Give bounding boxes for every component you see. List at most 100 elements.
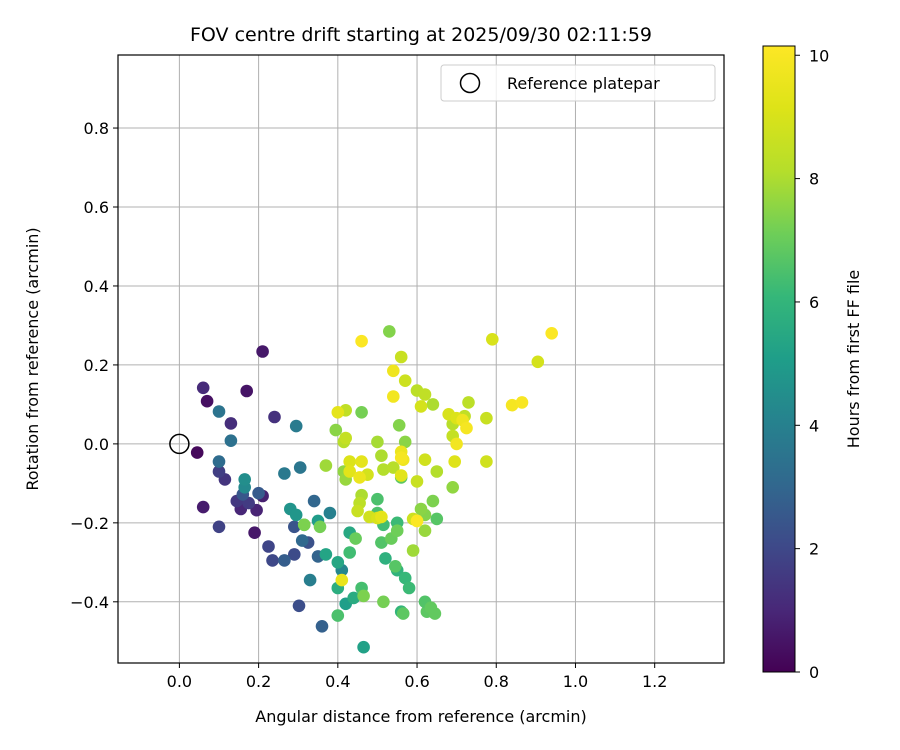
y-tick-label: 0.0: [84, 435, 109, 454]
data-point: [343, 465, 357, 478]
data-point: [418, 453, 432, 467]
data-point: [414, 400, 428, 413]
data-point: [331, 406, 345, 419]
data-point: [398, 435, 412, 449]
data-point: [339, 431, 353, 445]
data-point: [505, 398, 519, 412]
data-point: [278, 467, 291, 480]
data-point: [190, 446, 204, 459]
data-point: [343, 455, 357, 468]
legend-label-reference: Reference platepar: [507, 74, 660, 93]
colorbar-tick-label: 8: [809, 170, 819, 189]
data-point: [252, 486, 265, 500]
data-point: [331, 609, 345, 622]
x-tick-label: 0.6: [404, 672, 429, 691]
data-point: [424, 601, 438, 614]
data-point: [212, 455, 226, 468]
data-point: [288, 548, 301, 561]
data-point: [394, 451, 408, 465]
colorbar-label: Hours from first FF file: [844, 270, 863, 449]
data-point: [323, 506, 337, 520]
data-point: [448, 455, 462, 468]
data-point: [410, 514, 424, 528]
data-point: [486, 333, 499, 346]
data-point: [329, 423, 343, 437]
data-point: [196, 381, 210, 395]
data-point: [515, 396, 529, 409]
data-point: [347, 591, 361, 605]
y-ticks: −0.4 −0.2 0.0 0.2 0.4 0.6 0.8: [70, 119, 118, 612]
x-axis-title: Angular distance from reference (arcmin): [255, 707, 586, 726]
data-point: [212, 465, 226, 478]
data-point: [394, 350, 408, 364]
data-point: [307, 494, 321, 508]
data-point: [292, 599, 306, 613]
data-point: [238, 473, 251, 486]
axes-frame: [117, 54, 725, 664]
data-point: [295, 534, 309, 547]
data-point: [224, 434, 238, 448]
data-point: [387, 390, 400, 403]
data-point: [426, 398, 440, 411]
x-tick-label: 1.0: [563, 672, 588, 691]
legend-box: [440, 64, 716, 102]
data-point: [335, 573, 349, 587]
data-point: [450, 437, 463, 451]
data-point: [387, 364, 400, 378]
y-tick-label: −0.2: [70, 514, 109, 533]
data-point: [375, 510, 388, 524]
data-point: [278, 554, 291, 567]
data-point: [268, 410, 281, 424]
data-point: [351, 504, 364, 518]
data-point: [196, 500, 210, 514]
data-point: [212, 520, 226, 534]
data-point: [248, 526, 261, 539]
y-tick-label: 0.8: [84, 119, 109, 138]
data-point: [319, 548, 333, 561]
axes-background: [118, 55, 724, 663]
chart-title: FOV centre drift starting at 2025/09/30 …: [190, 24, 652, 46]
data-point: [406, 544, 420, 557]
y-tick-label: −0.4: [70, 593, 109, 612]
data-point: [389, 560, 402, 573]
y-tick-label: 0.2: [84, 356, 109, 375]
data-point: [383, 325, 396, 338]
data-point: [545, 327, 558, 340]
data-point: [398, 374, 412, 388]
data-point: [289, 508, 303, 522]
data-point: [266, 554, 279, 567]
data-point: [319, 459, 333, 472]
data-point: [377, 595, 390, 609]
data-point: [392, 419, 406, 432]
data-point: [256, 345, 269, 358]
legend: Reference platepar: [440, 64, 716, 102]
x-tick-label: 0.2: [246, 672, 271, 691]
data-point: [480, 455, 493, 468]
x-tick-label: 0.0: [167, 672, 192, 691]
data-point: [446, 481, 460, 494]
data-point: [212, 405, 226, 418]
data-point: [426, 494, 440, 508]
data-point: [288, 520, 301, 534]
colorbar-tick-label: 0: [809, 663, 819, 682]
data-point: [303, 573, 317, 587]
data-point: [349, 532, 362, 545]
x-tick-label: 1.2: [642, 672, 667, 691]
x-ticks: 0.0 0.2 0.4 0.6 0.8 1.0 1.2: [167, 663, 667, 691]
data-point: [240, 384, 253, 398]
data-point: [531, 355, 545, 369]
data-point: [396, 607, 410, 620]
data-point: [313, 520, 327, 534]
data-point: [462, 396, 475, 409]
colorbar-tick-label: 4: [809, 416, 819, 435]
data-point: [353, 471, 366, 484]
colorbar-gradient: [762, 45, 796, 673]
data-point: [480, 411, 493, 425]
y-axis-title: Rotation from reference (arcmin): [23, 227, 42, 490]
data-point: [375, 449, 388, 463]
reference-platepar-marker: [169, 433, 190, 455]
data-point: [293, 461, 307, 474]
x-tick-label: 0.4: [325, 672, 350, 691]
